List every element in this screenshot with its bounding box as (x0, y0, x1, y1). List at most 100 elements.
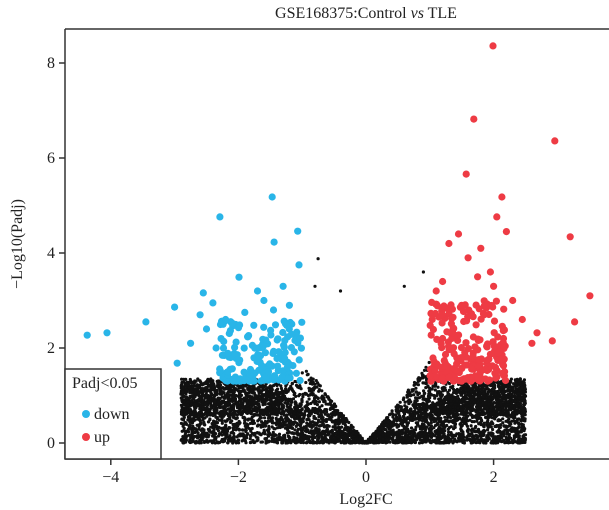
point-ns (259, 391, 263, 395)
point-ns (387, 437, 391, 441)
point-ns (505, 395, 509, 399)
point-ns (436, 440, 440, 444)
point-ns (395, 425, 399, 429)
point-ns (286, 401, 290, 405)
point-ns (387, 413, 392, 417)
point-ns (333, 424, 337, 428)
point-ns (213, 437, 217, 441)
point-ns (253, 440, 257, 444)
point-ns (298, 433, 302, 437)
point-ns (205, 409, 209, 413)
point-ns (320, 404, 324, 408)
point-ns (305, 373, 309, 377)
point-ns (201, 387, 205, 391)
point-ns (333, 411, 337, 415)
point-ns (382, 419, 387, 424)
point-ns (421, 401, 425, 405)
point-ns (184, 383, 188, 387)
point-ns (212, 393, 216, 397)
point-ns (521, 413, 525, 417)
point-ns (504, 440, 508, 444)
point-ns (431, 401, 435, 405)
point-ns (395, 441, 399, 445)
point-ns (310, 425, 314, 429)
point-ns (232, 412, 236, 417)
point-ns (502, 388, 506, 392)
point-ns (220, 421, 224, 425)
point-ns (446, 427, 450, 431)
point-ns (493, 401, 497, 405)
point-ns (228, 408, 232, 412)
point-ns (232, 405, 236, 409)
point-ns (412, 383, 416, 387)
point-ns (323, 419, 327, 423)
point-ns (298, 418, 302, 422)
point-ns (465, 424, 469, 428)
point-ns (459, 393, 463, 397)
point-ns (314, 410, 319, 414)
point-ns (400, 421, 405, 425)
point-ns (460, 435, 464, 439)
point-ns (491, 437, 495, 441)
point-ns (413, 440, 417, 444)
point-ns (326, 430, 330, 434)
point-ns (246, 395, 250, 399)
point-ns (197, 423, 201, 427)
point-ns (491, 427, 495, 432)
point-ns (419, 376, 423, 380)
point-ns (249, 440, 253, 444)
data-points (83, 42, 594, 445)
point-ns (467, 397, 471, 401)
point-ns (420, 394, 424, 398)
point-ns (322, 396, 326, 400)
point-ns (498, 407, 502, 411)
point-ns (519, 419, 523, 423)
point-ns (489, 383, 493, 388)
point-ns (270, 419, 274, 423)
point-ns (489, 441, 493, 445)
point-ns (221, 411, 226, 415)
point-ns (501, 417, 505, 421)
point-ns (224, 424, 228, 428)
point-ns (218, 414, 222, 418)
point-ns (472, 400, 476, 404)
point-ns (285, 423, 289, 427)
point-ns (315, 431, 319, 435)
point-ns (395, 408, 399, 412)
point-ns (488, 411, 492, 416)
point-ns (397, 429, 401, 434)
point-ns (209, 380, 213, 384)
point-ns (332, 402, 336, 406)
point-ns (387, 431, 391, 436)
point-ns (512, 426, 516, 430)
point-ns (209, 392, 214, 396)
point-ns (312, 416, 316, 420)
chart-title: GSE168375:Control vs TLE (275, 5, 457, 22)
point-ns (416, 379, 420, 383)
point-ns (212, 429, 216, 433)
point-ns (276, 426, 280, 430)
point-ns (208, 409, 212, 413)
point-ns (318, 424, 322, 428)
point-ns (269, 401, 273, 405)
point-ns (412, 380, 417, 385)
point-ns (325, 410, 329, 414)
point-ns (279, 402, 283, 406)
point-ns (337, 418, 341, 422)
point-ns (320, 436, 324, 441)
point-ns (217, 432, 222, 436)
point-ns (288, 399, 292, 403)
point-ns (502, 434, 506, 438)
point-ns (418, 438, 422, 442)
point-ns (424, 386, 428, 390)
point-ns (314, 379, 318, 383)
point-ns (430, 416, 434, 420)
point-ns (378, 435, 382, 439)
point-ns (514, 402, 518, 406)
point-ns (237, 428, 241, 432)
point-ns (443, 429, 447, 433)
point-ns (312, 430, 316, 434)
point-ns (405, 433, 409, 438)
point-ns (435, 394, 439, 398)
